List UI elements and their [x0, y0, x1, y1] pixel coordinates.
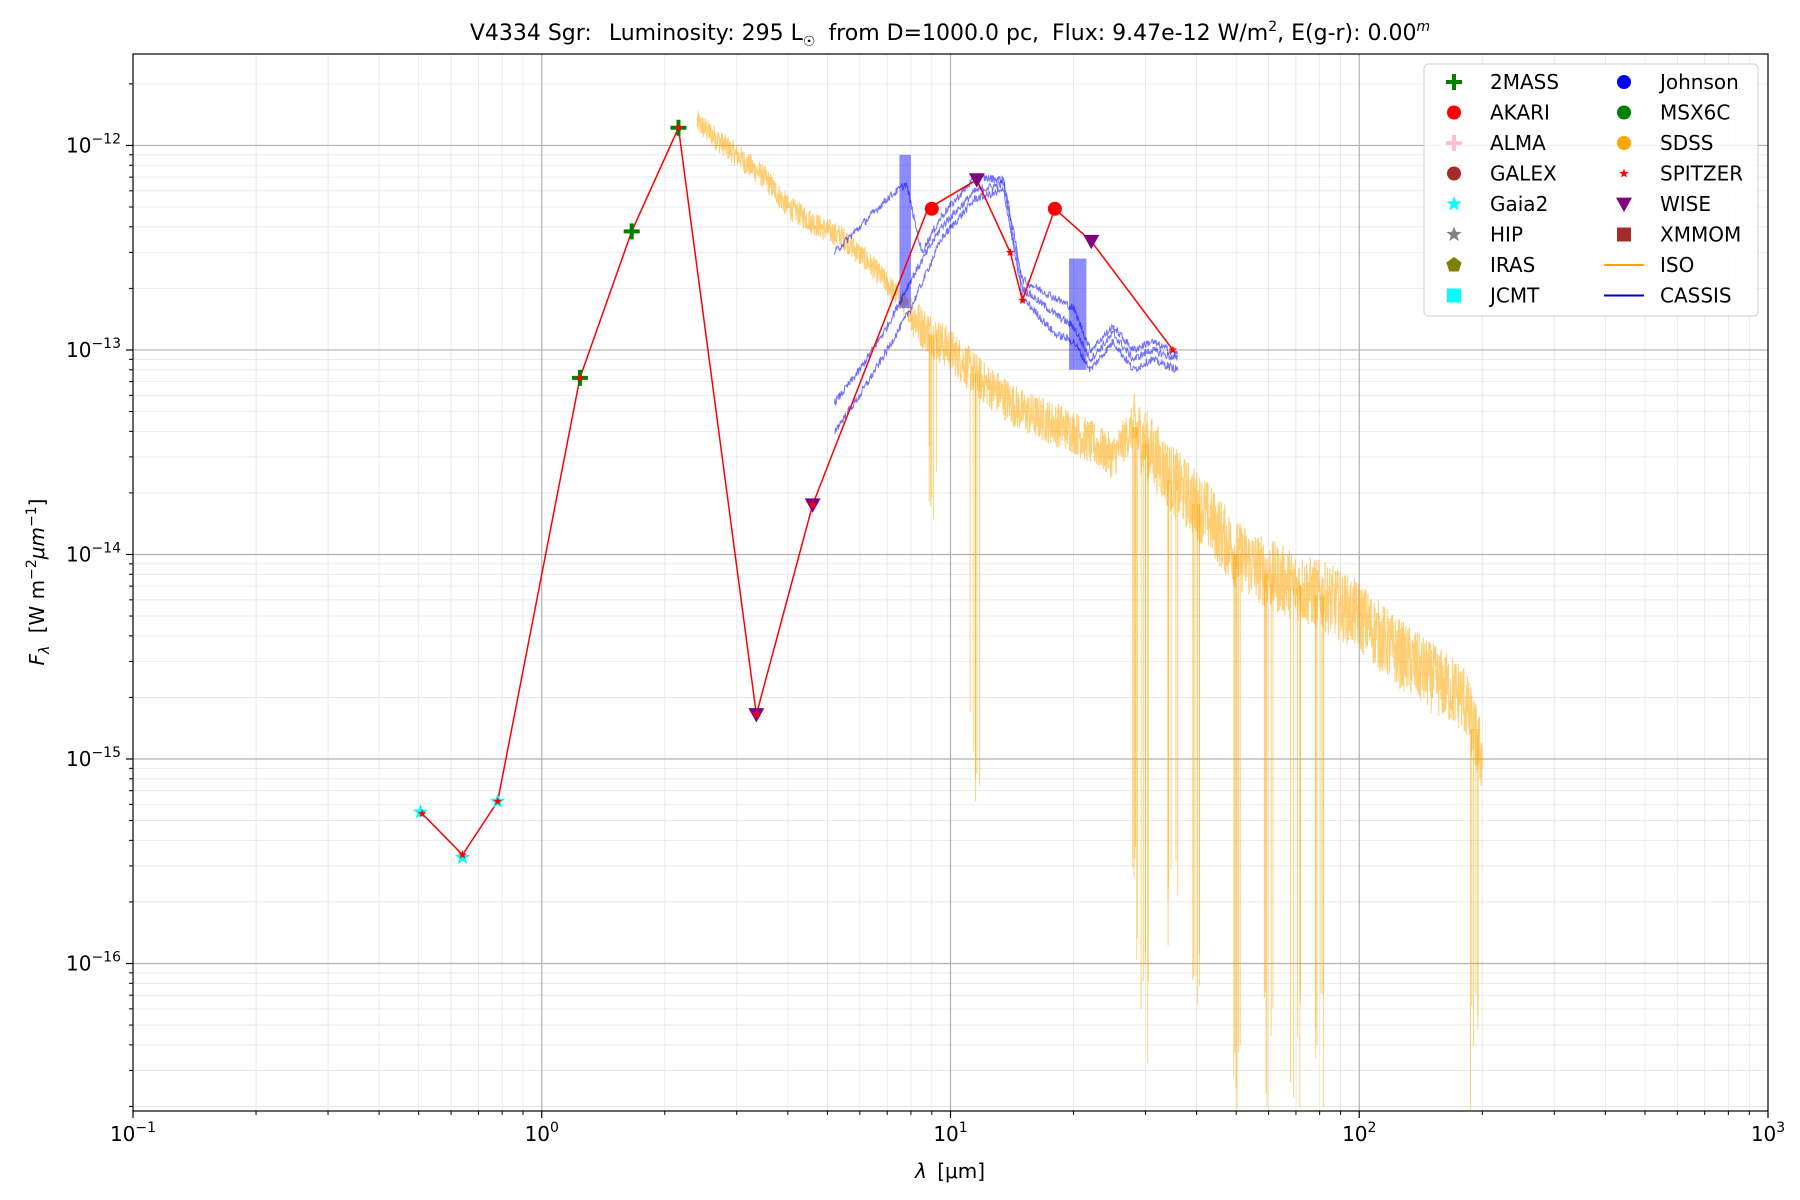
- legend-item: Johnson: [1617, 70, 1739, 94]
- legend: 2MASS AKARI ALMA GALEX Gaia2 HIP IRAS JCMT Johns…: [1423, 63, 1759, 317]
- legend-item: SDSS: [1617, 131, 1714, 155]
- legend-item: MSX6C: [1617, 101, 1730, 125]
- cassis-dense-band: [1069, 258, 1087, 370]
- legend-label: XMMOM: [1660, 223, 1741, 247]
- legend-label: Gaia2: [1490, 192, 1548, 216]
- data-point-spitzer: [417, 809, 427, 818]
- legend-item: 2MASS: [1446, 70, 1559, 94]
- legend-item: CASSIS: [1604, 284, 1732, 308]
- legend-marker-galex: [1447, 166, 1461, 181]
- chart-title: V4334 Sgr: Luminosity: 295 L☉ from D=100…: [470, 19, 1430, 52]
- data-point-spitzer: [1168, 345, 1178, 354]
- y-tick-label: 10−13: [66, 336, 121, 362]
- iso-spectrum-line: [696, 110, 1483, 786]
- legend-marker-msx6c: [1617, 105, 1631, 120]
- data-point-spitzer: [752, 710, 761, 719]
- cassis-spectra: [833, 154, 1179, 435]
- data-point-akari: [924, 201, 939, 216]
- data-point-akari: [1047, 201, 1062, 216]
- data-point-spitzer: [493, 796, 502, 806]
- legend-label: WISE: [1660, 192, 1711, 216]
- legend-item: SPITZER: [1619, 162, 1743, 186]
- y-axis-label: Fλ [W m−2μm−1]: [24, 499, 54, 666]
- legend-label: 2MASS: [1490, 70, 1559, 94]
- legend-label: SPITZER: [1660, 162, 1743, 186]
- legend-label: ALMA: [1490, 131, 1546, 155]
- legend-marker-gaia2: [1446, 196, 1462, 211]
- legend-box: [1423, 63, 1759, 317]
- legend-label: Johnson: [1658, 70, 1739, 94]
- x-axis-ticks: 10−1 100 101 102 103: [110, 1111, 1785, 1146]
- legend-marker-johnson: [1617, 75, 1631, 89]
- y-tick-label: 10−15: [66, 745, 121, 771]
- y-tick-label: 10−16: [66, 949, 121, 975]
- x-tick-label: 101: [933, 1120, 967, 1146]
- y-axis-ticks: 10−16 10−15 10−14 10−13 10−12: [66, 83, 133, 1107]
- data-point-spitzer: [458, 850, 467, 859]
- x-tick-label: 100: [525, 1120, 559, 1146]
- sed-line: [421, 125, 1174, 856]
- legend-marker-spitzer: [1619, 168, 1629, 178]
- legend-item: XMMOM: [1617, 223, 1741, 247]
- y-tick-label: 10−14: [66, 540, 121, 566]
- legend-marker-wise: [1616, 197, 1632, 212]
- legend-marker-iras: [1446, 257, 1462, 272]
- data-point-spitzer: [674, 123, 683, 132]
- data-point-spitzer: [808, 500, 817, 509]
- legend-item: HIP: [1446, 223, 1523, 247]
- photometry-points: [412, 119, 1178, 864]
- cassis-spectrum-line: [834, 185, 1179, 435]
- legend-item: ALMA: [1446, 131, 1546, 155]
- legend-marker-2mass: [1446, 74, 1462, 90]
- legend-marker-akari: [1447, 105, 1461, 120]
- legend-marker-alma: [1446, 135, 1462, 151]
- data-point-spitzer: [1018, 295, 1027, 304]
- data-point-2mass: [623, 223, 640, 240]
- legend-item: WISE: [1616, 192, 1711, 216]
- iso-spectrum: [696, 110, 1483, 1111]
- legend-label: HIP: [1490, 223, 1523, 247]
- legend-label: GALEX: [1490, 162, 1557, 186]
- plot-area: [412, 110, 1483, 1111]
- legend-label: SDSS: [1660, 131, 1714, 155]
- data-point-gaia2: [412, 804, 429, 819]
- data-point-wise: [1083, 234, 1100, 250]
- cassis-spectrum-line: [833, 173, 1179, 357]
- cassis-spectrum-line: [833, 179, 1179, 406]
- legend-item: JCMT: [1447, 284, 1540, 308]
- legend-marker-sdss: [1617, 136, 1631, 150]
- legend-item: IRAS: [1446, 253, 1535, 277]
- cassis-dense-band: [899, 154, 911, 309]
- legend-marker-hip: [1446, 226, 1462, 241]
- legend-label: IRAS: [1490, 253, 1535, 277]
- x-tick-label: 102: [1342, 1120, 1376, 1146]
- legend-marker-xmmom: [1617, 227, 1631, 242]
- legend-item: Gaia2: [1446, 192, 1548, 216]
- data-point-spitzer: [1005, 247, 1015, 257]
- y-tick-label: 10−12: [66, 131, 121, 157]
- data-point-wise: [968, 173, 985, 188]
- x-tick-label: 10−1: [110, 1120, 156, 1146]
- legend-label: AKARI: [1490, 101, 1550, 125]
- legend-label: JCMT: [1488, 284, 1540, 308]
- legend-marker-jcmt: [1447, 288, 1461, 303]
- x-axis-label: λ [μm]: [914, 1159, 985, 1183]
- data-point-spitzer: [575, 373, 585, 382]
- legend-label: MSX6C: [1660, 101, 1730, 125]
- legend-item: GALEX: [1447, 162, 1557, 186]
- sed-connecting-line: [421, 125, 1174, 856]
- legend-item: ISO: [1604, 253, 1694, 277]
- x-tick-label: 103: [1751, 1120, 1785, 1146]
- legend-label: CASSIS: [1660, 284, 1732, 308]
- legend-label: ISO: [1660, 253, 1694, 277]
- legend-item: AKARI: [1447, 101, 1550, 125]
